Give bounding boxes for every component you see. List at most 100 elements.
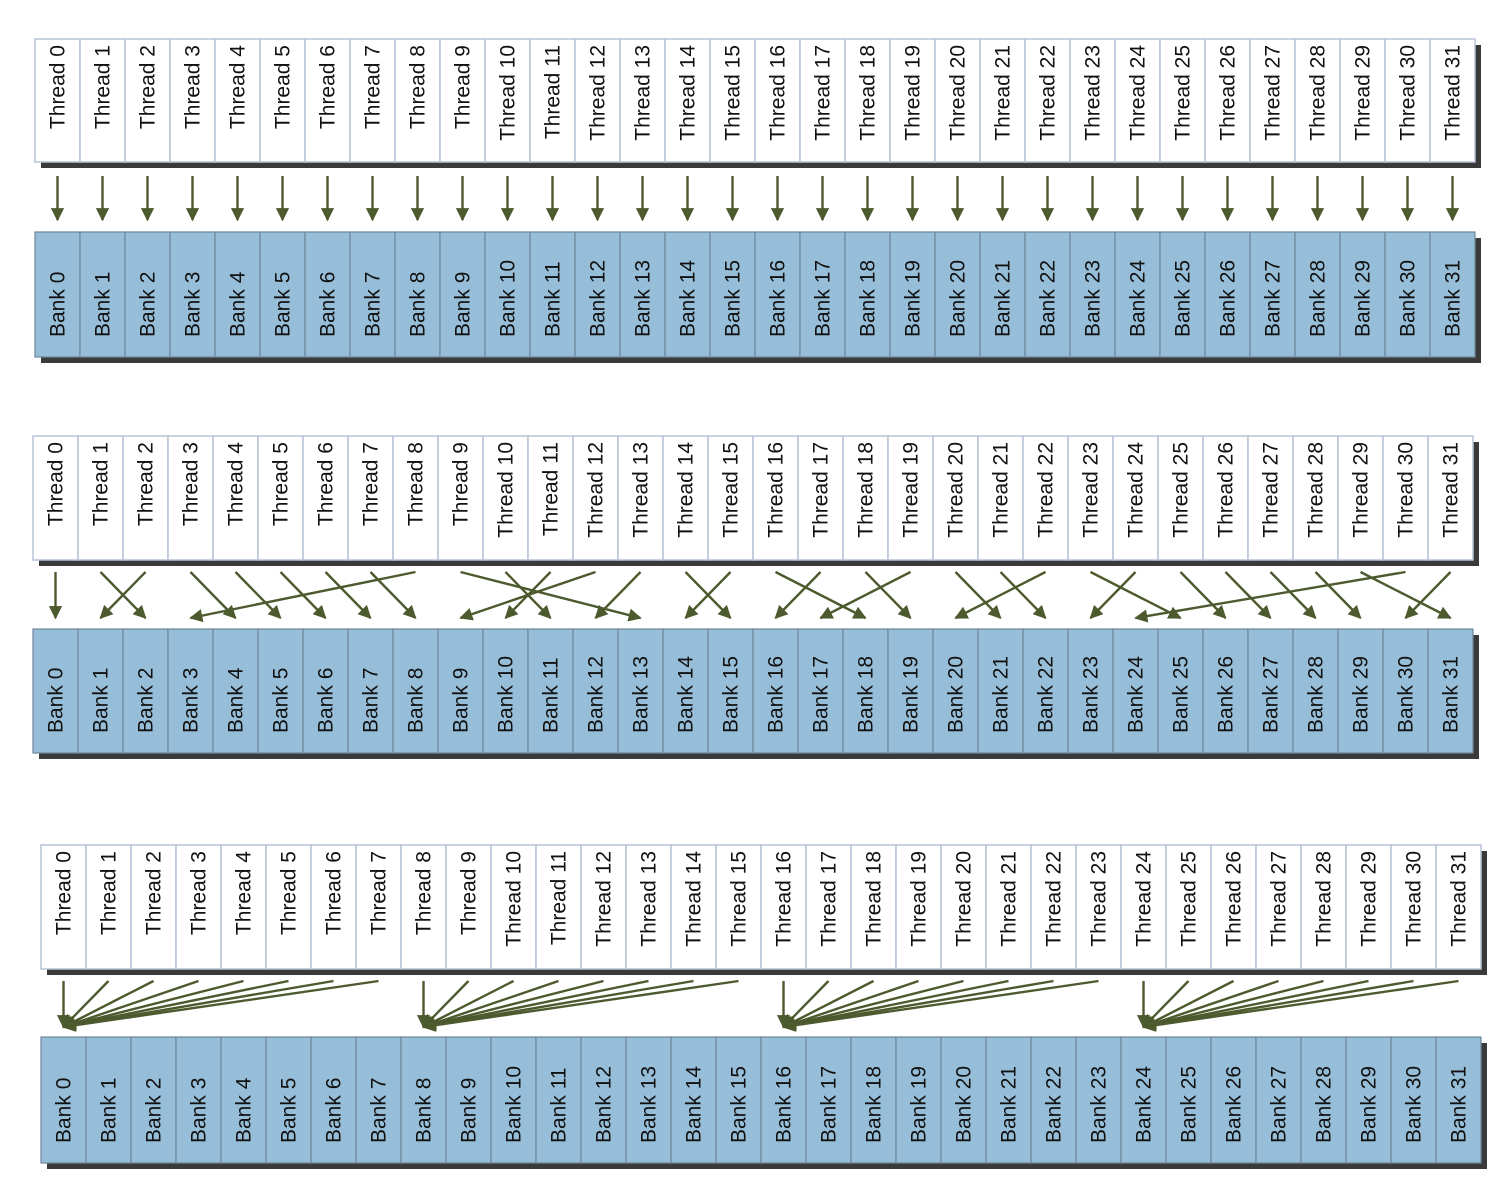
panel-random-permutation: Thread 0 Thread 1 Thread 2 Thread 3 Thread 4… — [32, 435, 1479, 759]
thread-label: Thread 12 — [585, 442, 608, 538]
bank-cell-box — [257, 628, 304, 754]
thread-cell-box — [1067, 435, 1114, 561]
bank-cell: Bank 9 — [437, 628, 484, 754]
thread-label: Thread 9 — [450, 442, 473, 526]
thread-label: Thread 25 — [1172, 45, 1195, 141]
bank-cell: Bank 27 — [1255, 1036, 1302, 1164]
bank-cell: Bank 26 — [1202, 628, 1249, 754]
thread-label: Thread 22 — [1035, 442, 1058, 538]
mapping-arrow — [782, 979, 1009, 1032]
thread-cell: Thread 0 — [40, 844, 87, 970]
thread-cell: Thread 11 — [535, 844, 582, 970]
bank-cell: Bank 28 — [1300, 1036, 1347, 1164]
thread-cell: Thread 10 — [490, 844, 537, 970]
bank-label: Bank 29 — [1358, 1066, 1381, 1143]
bank-cell: Bank 24 — [1120, 1036, 1167, 1164]
bank-label: Bank 21 — [992, 260, 1015, 337]
bank-cell-box — [347, 628, 394, 754]
bank-label: Bank 30 — [1397, 260, 1420, 337]
bank-label: Bank 9 — [458, 1078, 481, 1143]
thread-label: Thread 20 — [947, 45, 970, 141]
mapping-arrow — [1134, 570, 1406, 623]
thread-cell: Thread 3 — [175, 844, 222, 970]
thread-label: Thread 23 — [1080, 442, 1103, 538]
bank-label: Bank 18 — [863, 1066, 886, 1143]
bank-label: Bank 9 — [450, 668, 473, 733]
thread-cell-box — [167, 435, 214, 561]
bank-label: Bank 25 — [1178, 1066, 1201, 1143]
bank-cell-box — [214, 231, 261, 358]
thread-label: Thread 26 — [1217, 45, 1240, 141]
thread-cell-box — [572, 435, 619, 561]
bank-label: Bank 20 — [953, 1066, 976, 1143]
thread-cell: Thread 13 — [625, 844, 672, 970]
bank-cell: Bank 11 — [535, 1036, 582, 1164]
bank-cell-box — [1120, 1036, 1167, 1164]
thread-row: Thread 0 Thread 1 Thread 2 Thread 3 Thread 4… — [32, 435, 1479, 566]
bank-cell-box — [580, 1036, 627, 1164]
bank-cell: Bank 1 — [85, 1036, 132, 1164]
bank-cell-box — [1114, 231, 1161, 358]
thread-cell-box — [617, 435, 664, 561]
bank-cell: Bank 30 — [1390, 1036, 1437, 1164]
bank-cell-box — [1337, 628, 1384, 754]
thread-label: Thread 4 — [225, 442, 248, 526]
thread-label: Thread 22 — [1043, 851, 1066, 947]
thread-cell: Thread 12 — [574, 38, 621, 163]
bank-label: Bank 31 — [1440, 656, 1463, 733]
bank-cell-box — [130, 1036, 177, 1164]
thread-cell: Thread 8 — [400, 844, 447, 970]
bank-cell: Bank 5 — [265, 1036, 312, 1164]
thread-label: Thread 8 — [413, 851, 436, 935]
bank-label: Bank 8 — [405, 668, 428, 733]
bank-label: Bank 2 — [137, 272, 160, 337]
bank-label: Bank 11 — [542, 262, 565, 338]
thread-cell: Thread 29 — [1345, 844, 1392, 970]
mapping-arrow — [1314, 571, 1362, 619]
thread-label: Thread 8 — [405, 442, 428, 526]
bank-cell: Bank 6 — [310, 1036, 357, 1164]
bank-cell: Bank 8 — [394, 231, 441, 358]
thread-label: Thread 9 — [458, 851, 481, 935]
thread-cell: Thread 11 — [529, 38, 576, 163]
thread-cell-box — [1390, 844, 1437, 970]
thread-label: Thread 29 — [1358, 851, 1381, 947]
thread-cell-box — [1337, 435, 1384, 561]
thread-cell-box — [437, 435, 484, 561]
bank-cell: Bank 27 — [1247, 628, 1294, 754]
arrow-group — [50, 176, 1460, 222]
thread-label: Thread 27 — [1268, 851, 1291, 947]
thread-cell-box — [1384, 38, 1431, 163]
bank-cell-box — [850, 1036, 897, 1164]
thread-cell: Thread 31 — [1435, 844, 1482, 970]
bank-cell-box — [932, 628, 979, 754]
bank-label: Bank 24 — [1127, 260, 1150, 337]
bank-cell: Bank 21 — [977, 628, 1024, 754]
thread-cell: Thread 29 — [1337, 435, 1384, 561]
bank-label: Bank 3 — [188, 1078, 211, 1143]
bank-cell-box — [32, 628, 79, 754]
thread-cell: Thread 20 — [940, 844, 987, 970]
mapping-arrow — [1142, 979, 1235, 1029]
thread-cell: Thread 16 — [752, 435, 799, 561]
thread-cell: Thread 4 — [220, 844, 267, 970]
bank-cell: Bank 23 — [1075, 1036, 1122, 1164]
bank-label: Bank 27 — [1262, 260, 1285, 337]
bank-cell: Bank 19 — [887, 628, 934, 754]
thread-cell-box — [844, 38, 891, 163]
thread-cell-box — [310, 844, 357, 970]
thread-label: Thread 3 — [188, 851, 211, 935]
bank-cell-box — [1210, 1036, 1257, 1164]
bank-cell: Bank 12 — [580, 1036, 627, 1164]
mapping-arrow — [1179, 571, 1227, 619]
bank-label: Bank 27 — [1268, 1066, 1291, 1143]
bank-cell: Bank 18 — [842, 628, 889, 754]
thread-cell-box — [940, 844, 987, 970]
bank-cell: Bank 25 — [1159, 231, 1206, 358]
thread-cell: Thread 0 — [34, 38, 81, 163]
thread-cell-box — [619, 38, 666, 163]
thread-cell-box — [752, 435, 799, 561]
bank-label: Bank 29 — [1352, 260, 1375, 337]
thread-cell: Thread 30 — [1390, 844, 1437, 970]
